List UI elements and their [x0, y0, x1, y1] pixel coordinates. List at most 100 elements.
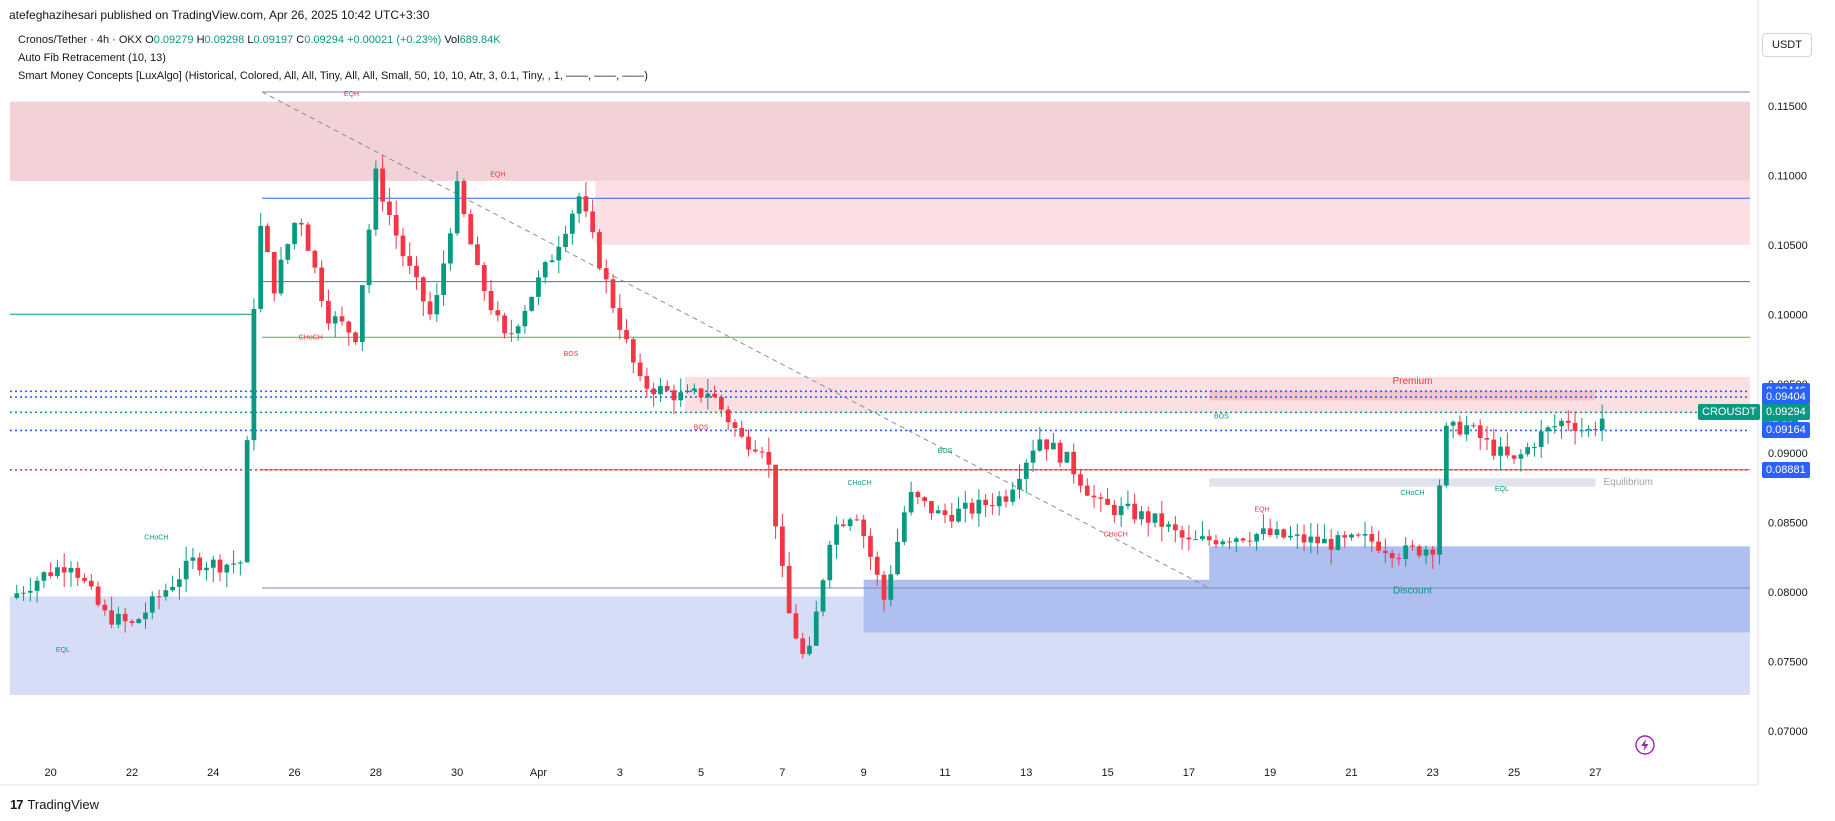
- lightning-icon[interactable]: [1635, 735, 1655, 755]
- price-tick: 0.08000: [1768, 587, 1808, 599]
- candle-body: [549, 260, 555, 263]
- candle-body: [1450, 421, 1456, 426]
- price-badge: 0.09294: [1762, 404, 1810, 421]
- candle-body: [1504, 446, 1510, 456]
- candle-body: [1125, 503, 1131, 506]
- label-eql: EQL: [56, 647, 70, 654]
- candle-body: [1579, 430, 1585, 432]
- candle-body: [1118, 505, 1124, 516]
- candle-body: [590, 211, 596, 233]
- candle-body: [888, 574, 894, 600]
- candle-body: [1261, 528, 1266, 535]
- candle-body: [48, 572, 54, 576]
- candle-body: [752, 449, 758, 452]
- candles: [14, 155, 1605, 659]
- candle-body: [1220, 541, 1226, 545]
- candle-body: [278, 259, 284, 294]
- candle-body: [522, 310, 528, 327]
- footer: 17 TradingView: [10, 797, 99, 812]
- candle-body: [339, 316, 345, 322]
- candle-body: [1315, 536, 1320, 544]
- candle-body: [1322, 538, 1327, 544]
- candle-body: [942, 510, 948, 515]
- candle-body: [691, 388, 697, 391]
- candle-body: [1599, 418, 1605, 431]
- footer-brand: TradingView: [27, 797, 100, 812]
- candle-body: [95, 586, 101, 605]
- candle-body: [834, 524, 839, 545]
- candle-body: [1139, 511, 1144, 520]
- candle-body: [14, 593, 20, 598]
- candle-body: [326, 300, 331, 324]
- label-choch: CHoCH: [144, 534, 168, 541]
- candle-body: [183, 560, 189, 580]
- candle-body: [1294, 534, 1300, 536]
- candle-body: [237, 562, 243, 564]
- symbol-name[interactable]: Cronos/Tether · 4h · OKX: [18, 34, 143, 46]
- candle-body: [1593, 429, 1598, 431]
- candle-body: [759, 451, 765, 453]
- candle-body: [542, 262, 548, 278]
- candle-body: [400, 235, 406, 257]
- candle-body: [1030, 450, 1036, 463]
- candle-body: [786, 565, 792, 614]
- candle-body: [204, 567, 209, 571]
- candle-body: [569, 213, 575, 234]
- candle-body: [1484, 438, 1490, 440]
- currency-button[interactable]: USDT: [1762, 33, 1812, 57]
- candle-body: [1349, 534, 1354, 538]
- candle-body: [1532, 446, 1537, 448]
- candle-body: [1145, 511, 1151, 523]
- candle-body: [705, 393, 711, 398]
- candle-body: [373, 168, 379, 230]
- candle-body: [380, 168, 386, 202]
- candle-body: [637, 362, 643, 377]
- time-tick: 17: [1183, 767, 1195, 779]
- candle-body: [1511, 455, 1517, 459]
- candle-body: [1559, 420, 1564, 427]
- candle-body: [922, 497, 928, 502]
- label-bos: BOS: [564, 351, 579, 358]
- candle-body: [935, 510, 941, 514]
- candle-body: [698, 388, 704, 398]
- candle-body: [915, 491, 921, 498]
- candle-body: [719, 396, 724, 410]
- candle-body: [414, 265, 419, 278]
- candle-body: [1396, 558, 1402, 560]
- label-choch: CHoCH: [299, 334, 323, 341]
- zone-premium-box: [1209, 390, 1596, 401]
- candle-body: [461, 181, 467, 215]
- candle-body: [420, 277, 426, 302]
- time-tick: 19: [1264, 767, 1276, 779]
- time-tick: 15: [1101, 767, 1113, 779]
- candle-body: [556, 247, 562, 261]
- time-tick: 5: [698, 767, 704, 779]
- candle-body: [807, 645, 812, 654]
- candle-body: [1525, 447, 1531, 455]
- tv-logo-icon: 17: [10, 797, 24, 812]
- candle-body: [353, 332, 358, 343]
- candle-body: [725, 409, 731, 423]
- ohlc-close-label: C: [296, 34, 305, 46]
- candle-body: [1423, 549, 1429, 556]
- candle-body: [603, 268, 609, 280]
- structure-labels: EQH EQH CHoCH BOS BOS CHoCH EQL CHoCH BOS BOS CHoC…: [56, 91, 1653, 654]
- publish-line: atefeghazihesari published on TradingVie…: [9, 8, 430, 22]
- candle-body: [332, 316, 338, 324]
- candle-body: [488, 290, 494, 311]
- indicator-fib[interactable]: Auto Fib Retracement (10, 13): [18, 52, 166, 64]
- indicator-smc[interactable]: Smart Money Concepts [LuxAlgo] (Historic…: [18, 70, 648, 82]
- candle-body: [1186, 537, 1192, 540]
- candle-body: [1084, 485, 1090, 496]
- time-tick: 30: [451, 767, 463, 779]
- candle-body: [1037, 439, 1043, 451]
- label-choch: CHoCH: [1400, 490, 1424, 497]
- candle-body: [813, 611, 819, 646]
- candle-body: [1098, 497, 1104, 499]
- candle-body: [109, 610, 114, 625]
- candle-body: [149, 596, 155, 613]
- time-tick: 25: [1508, 767, 1520, 779]
- candle-body: [1017, 478, 1022, 490]
- candle-body: [712, 393, 717, 397]
